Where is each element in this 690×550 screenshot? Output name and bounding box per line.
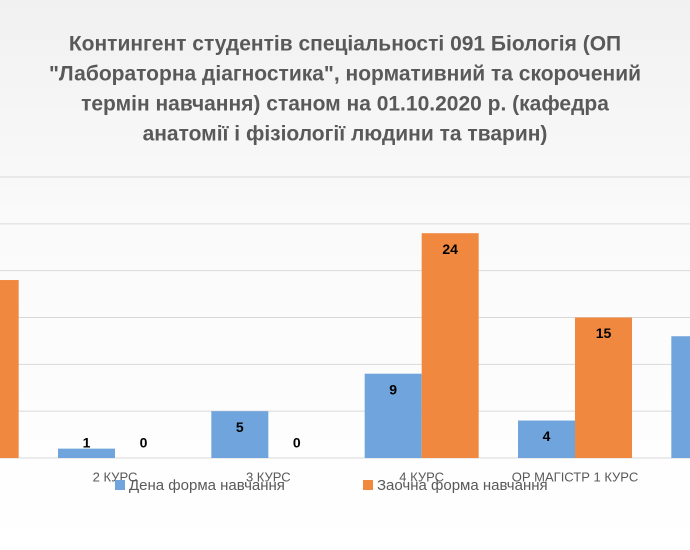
legend-label: Дена форма навчання bbox=[129, 477, 285, 494]
bar bbox=[211, 411, 269, 458]
chart-title: термін навчання) станом на 01.10.2020 р.… bbox=[81, 93, 609, 116]
x-tick-label: ОР МАГІСТР 1 КУРС bbox=[512, 469, 638, 484]
chart-title: анатомії і фізіології людини та тварин) bbox=[143, 123, 548, 146]
bar bbox=[671, 336, 690, 458]
legend-swatch bbox=[363, 480, 373, 490]
data-label: 0 bbox=[293, 435, 301, 451]
legend-swatch bbox=[115, 480, 125, 490]
bar bbox=[421, 233, 479, 458]
bar bbox=[364, 373, 422, 458]
bar bbox=[518, 420, 575, 458]
data-label: 5 bbox=[236, 419, 244, 435]
bar bbox=[58, 448, 115, 458]
data-label: 0 bbox=[140, 435, 148, 451]
x-tick-label: 4 КУРС bbox=[399, 469, 444, 484]
data-label: 15 bbox=[596, 325, 612, 341]
chart-title: Контингент студентів спеціальності 091 Б… bbox=[69, 33, 621, 56]
data-label: 9 bbox=[389, 381, 397, 397]
bar bbox=[0, 280, 19, 458]
bar bbox=[575, 317, 632, 458]
x-tick-label: 3 КУРС bbox=[246, 469, 291, 484]
legend-label: Заочна форма навчання bbox=[377, 477, 548, 494]
chart-title: "Лабораторна діагностика", нормативний т… bbox=[49, 63, 641, 86]
data-label: 1 bbox=[83, 435, 91, 451]
data-label: 4 bbox=[543, 428, 551, 444]
data-label: 24 bbox=[442, 241, 458, 257]
x-tick-label: 2 КУРС bbox=[93, 469, 138, 484]
